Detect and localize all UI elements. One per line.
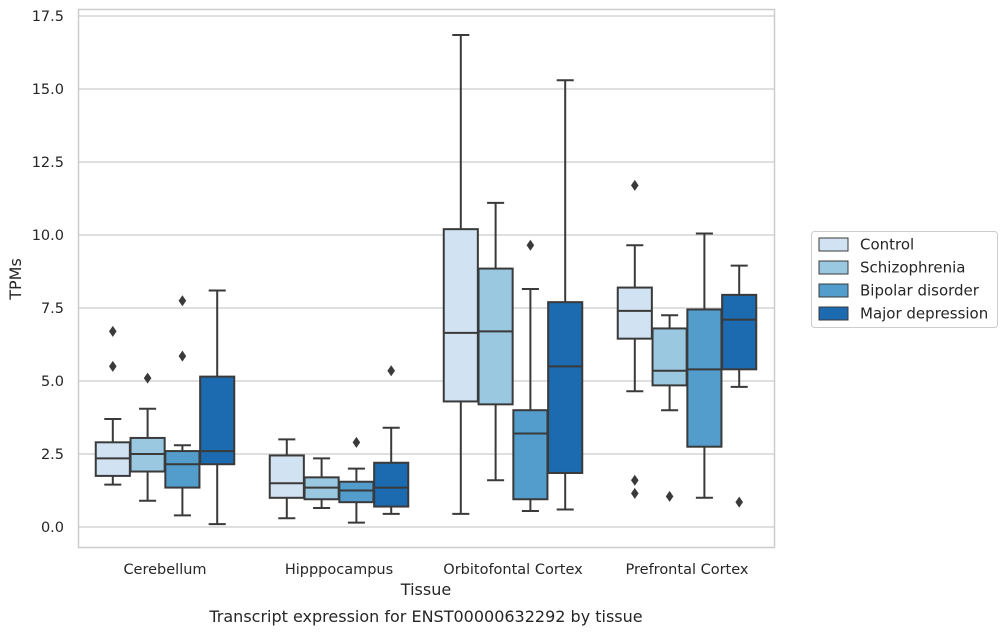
outlier-point — [109, 360, 117, 372]
legend: Control Schizophrenia Bipolar disorder Majo… — [811, 231, 998, 328]
box-body — [686, 308, 723, 448]
outlier-point — [631, 179, 639, 191]
box-bipolar-disorder — [512, 239, 549, 512]
box-bipolar-disorder — [338, 436, 375, 524]
box-body — [268, 454, 305, 499]
y-tick-label: 12.5 — [32, 155, 64, 171]
y-axis-label: TPMs — [6, 258, 25, 301]
box-control — [94, 325, 131, 486]
box-body — [477, 267, 514, 406]
y-tick-label: 10.0 — [32, 228, 64, 244]
outlier-point — [109, 325, 117, 337]
y-tick-label: 7.5 — [41, 301, 64, 317]
legend-frame — [811, 231, 998, 328]
y-tick-label: 5.0 — [41, 374, 64, 390]
box-schizophrenia — [477, 201, 514, 482]
x-tick-labels: Cerebellum Hipppocampus Orbitofontal Corte… — [123, 562, 748, 578]
outlier-point — [178, 350, 187, 362]
legend-swatch — [818, 283, 849, 298]
x-axis-label: Tissue — [400, 580, 451, 599]
box-major-depression — [373, 365, 410, 515]
box-major-depression — [547, 79, 584, 511]
box-body — [616, 286, 653, 340]
x-tick-label: Hipppocampus — [285, 562, 393, 578]
x-tick-label: Cerebellum — [123, 562, 206, 578]
y-tick-label: 17.5 — [32, 9, 64, 25]
outlier-point — [665, 490, 674, 502]
box-schizophrenia — [651, 314, 688, 502]
outlier-point — [352, 436, 361, 448]
box-body — [338, 480, 375, 504]
box-control — [442, 33, 479, 515]
x-tick-label: Prefrontal Cortex — [626, 562, 749, 578]
y-tick-label: 15.0 — [32, 82, 64, 98]
box-body — [721, 293, 758, 371]
outlier-point — [735, 496, 743, 508]
box-body — [164, 450, 201, 489]
legend-swatch — [818, 306, 849, 321]
x-tick-label: Orbitofontal Cortex — [443, 562, 583, 578]
outlier-point — [387, 365, 395, 377]
box-bipolar-disorder — [164, 295, 201, 517]
legend-items: Control Schizophrenia Bipolar disorder Majo… — [818, 236, 988, 323]
y-tick-label: 0.0 — [41, 520, 64, 536]
outlier-point — [631, 487, 639, 499]
box-body — [547, 301, 584, 474]
outlier-point — [526, 239, 535, 251]
box-groups — [94, 33, 758, 526]
box-body — [199, 375, 236, 466]
legend-swatch — [818, 260, 849, 275]
box-body — [512, 409, 549, 501]
box-major-depression — [199, 289, 236, 526]
box-control — [616, 179, 653, 499]
box-schizophrenia — [129, 372, 166, 502]
legend-label: Bipolar disorder — [860, 282, 980, 300]
outlier-point — [178, 295, 187, 307]
legend-swatch — [818, 237, 849, 252]
box-control — [268, 438, 305, 520]
box-body — [442, 228, 479, 403]
chart-caption: Transcript expression for ENST0000063229… — [208, 607, 642, 626]
y-tick-labels: 0.0 2.5 5.0 7.5 10.0 12.5 15.0 17.5 — [32, 9, 64, 536]
y-tick-label: 2.5 — [41, 447, 64, 463]
outlier-point — [631, 474, 639, 486]
plot-frame — [77, 8, 776, 549]
outlier-point — [143, 372, 152, 384]
legend-label: Control — [860, 236, 914, 254]
box-body — [651, 327, 688, 387]
legend-label: Schizophrenia — [860, 259, 965, 277]
box-major-depression — [721, 264, 758, 508]
box-bipolar-disorder — [686, 232, 723, 499]
box-body — [373, 461, 410, 508]
box-schizophrenia — [303, 457, 340, 510]
legend-label: Major depression — [860, 305, 988, 323]
